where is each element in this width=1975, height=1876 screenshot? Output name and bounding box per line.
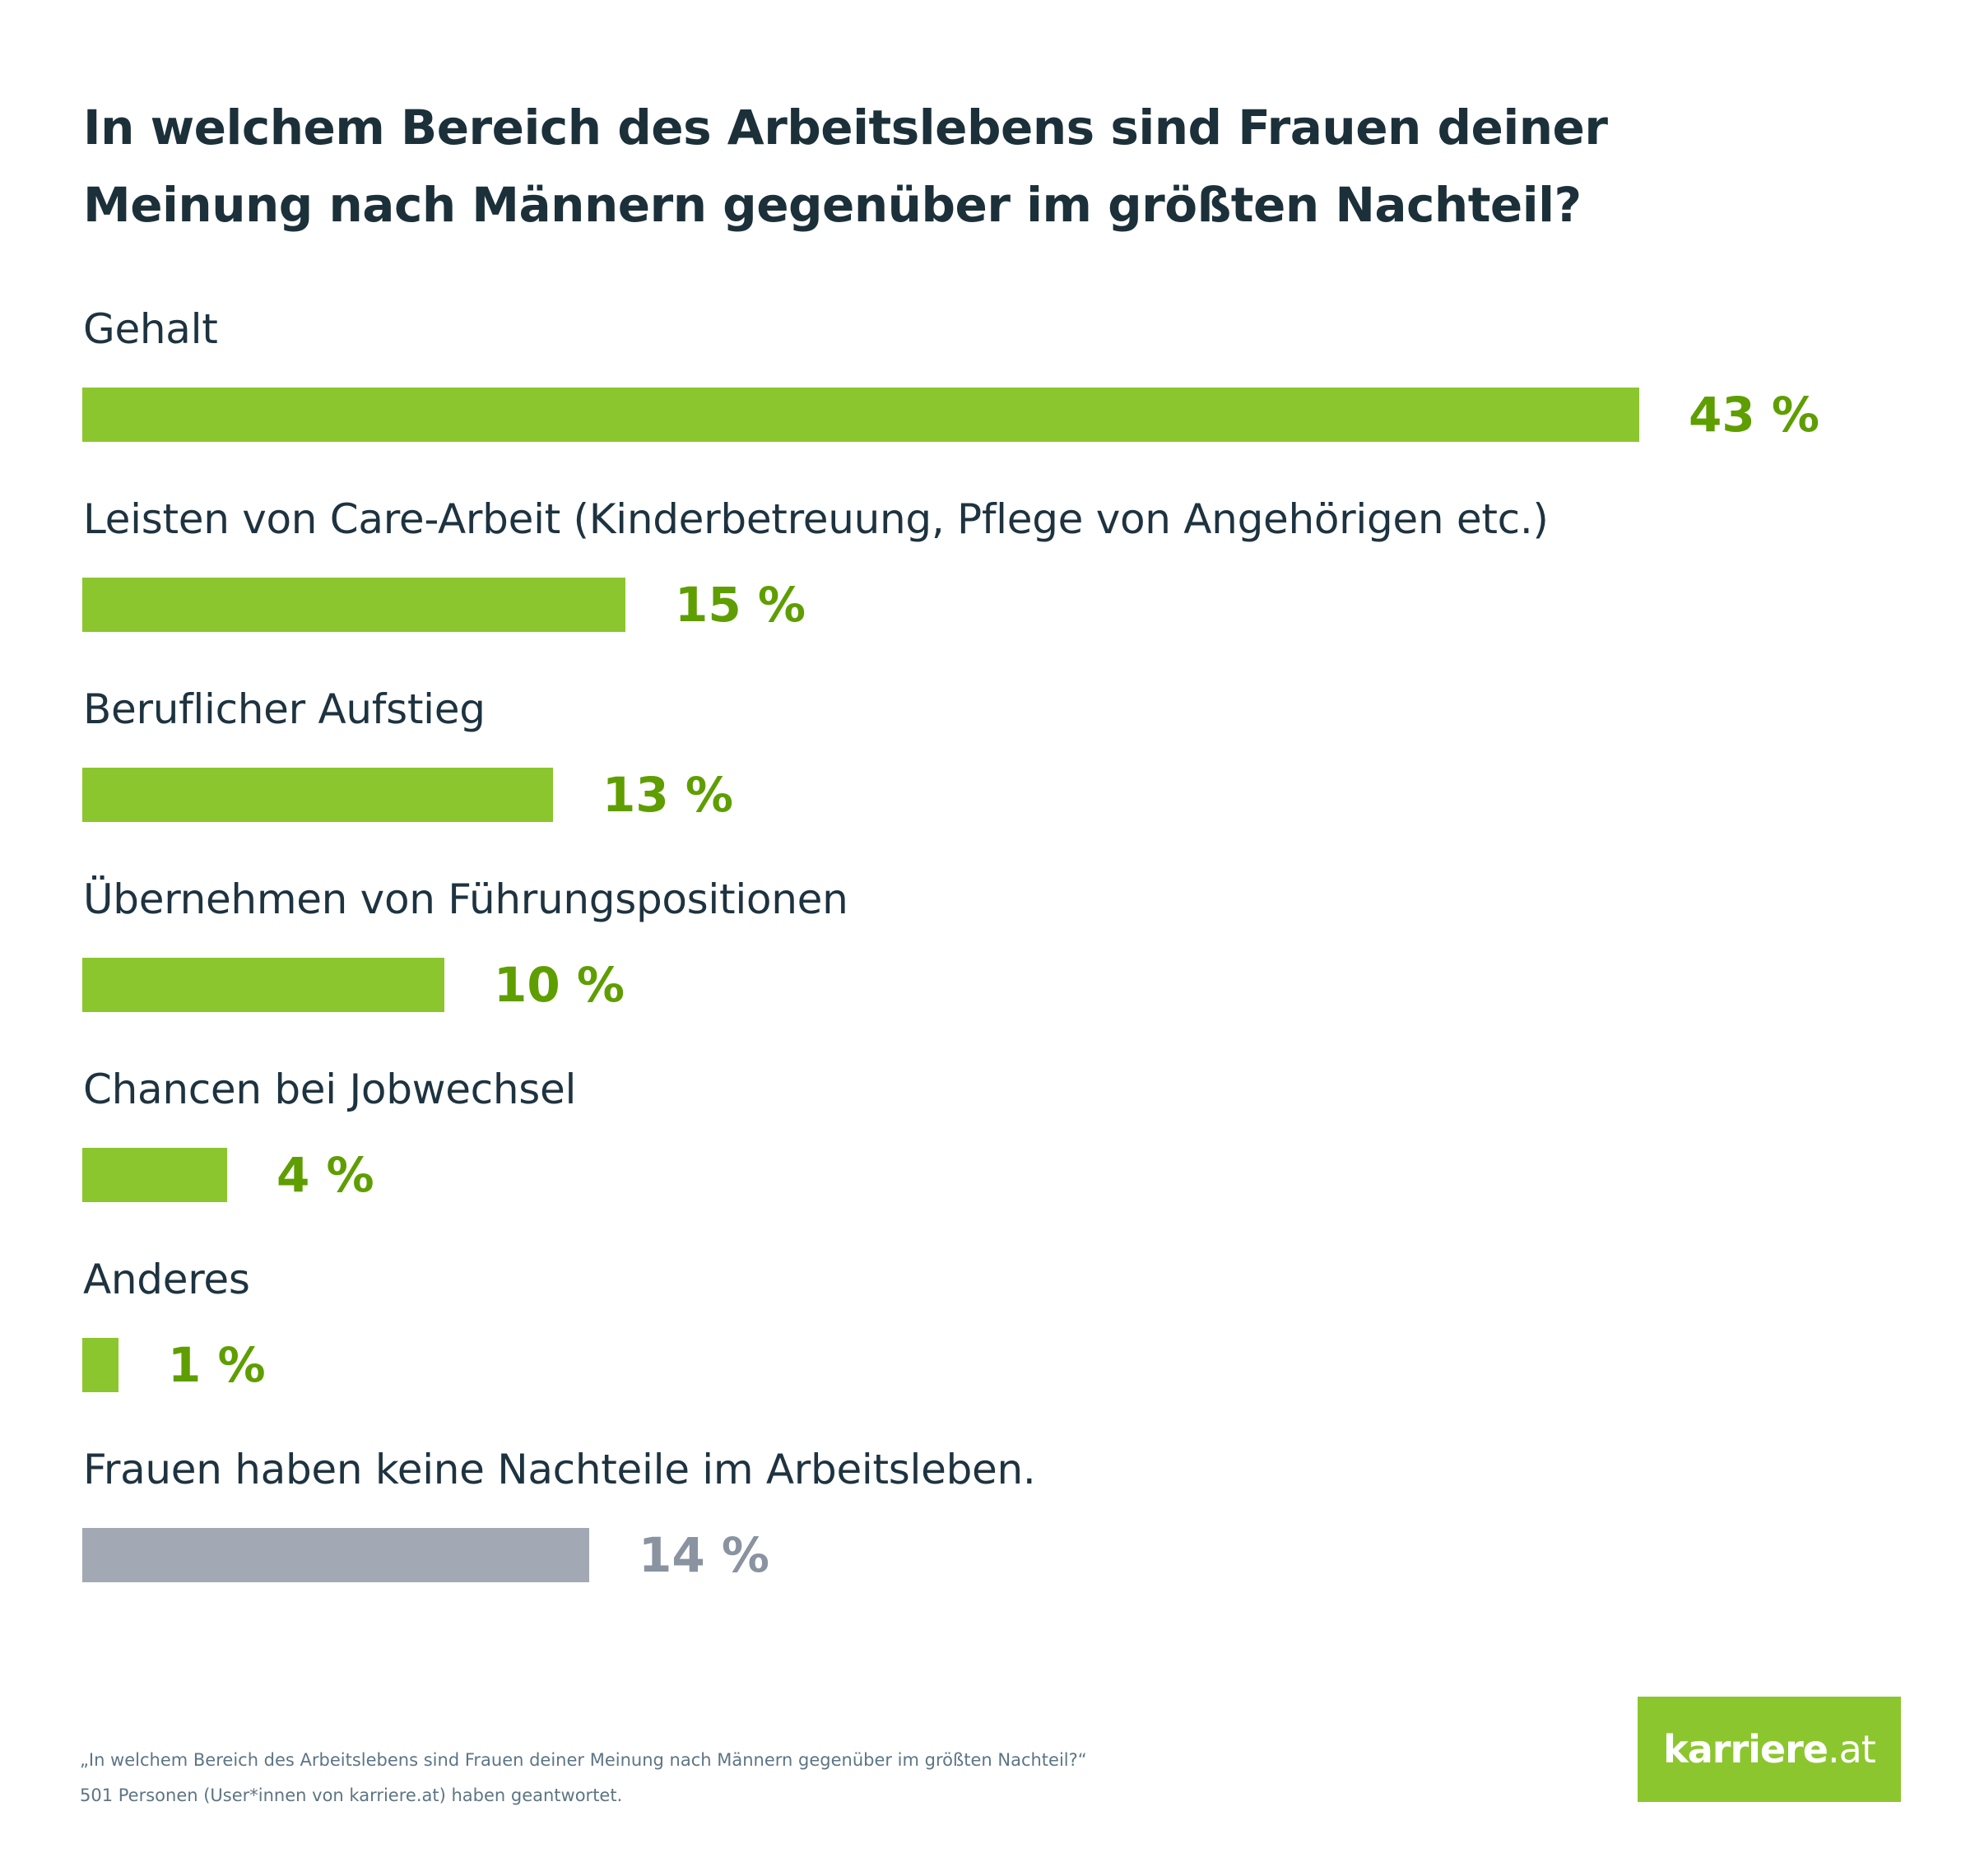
value-label: 10 % (494, 957, 625, 1013)
bar (82, 958, 444, 1012)
value-label: 13 % (602, 767, 734, 823)
chart-title-line-1: In welchem Bereich des Arbeitslebens sin… (83, 100, 1608, 156)
footer-note: „In welchem Bereich des Arbeitslebens si… (80, 1743, 1087, 1813)
chart-title: In welchem Bereich des Arbeitslebens sin… (83, 89, 1608, 244)
bar (82, 578, 625, 632)
category-label: Übernehmen von Führungspositionen (83, 875, 848, 923)
footer-question: „In welchem Bereich des Arbeitslebens si… (80, 1750, 1087, 1770)
category-label: Frauen haben keine Nachteile im Arbeitsl… (83, 1446, 1036, 1493)
value-label: 1 % (168, 1337, 266, 1393)
bar (82, 1148, 227, 1202)
bar (82, 768, 553, 822)
value-label: 14 % (639, 1527, 770, 1583)
logo-tld: .at (1828, 1727, 1876, 1772)
bar (82, 1338, 118, 1392)
logo-brand: karriere (1663, 1727, 1829, 1772)
value-label: 43 % (1689, 387, 1820, 443)
category-label: Gehalt (83, 305, 218, 353)
category-label: Anderes (83, 1256, 250, 1303)
bar-chart: Gehalt 43 % Leisten von Care-Arbeit (Kinde… (82, 305, 1820, 1583)
value-label: 15 % (675, 577, 806, 633)
chart-title-line-2: Meinung nach Männern gegenüber im größte… (83, 177, 1582, 233)
value-label: 4 % (276, 1147, 374, 1203)
category-label: Beruflicher Aufstieg (83, 685, 486, 733)
karriere-logo: karriere .at (1638, 1697, 1901, 1802)
category-label: Chancen bei Jobwechsel (83, 1066, 577, 1113)
category-label: Leisten von Care-Arbeit (Kinderbetreuung… (83, 495, 1549, 543)
bar (82, 1528, 589, 1582)
footer-respondents: 501 Personen (User*innen von karriere.at… (80, 1785, 623, 1805)
bar (82, 388, 1639, 442)
